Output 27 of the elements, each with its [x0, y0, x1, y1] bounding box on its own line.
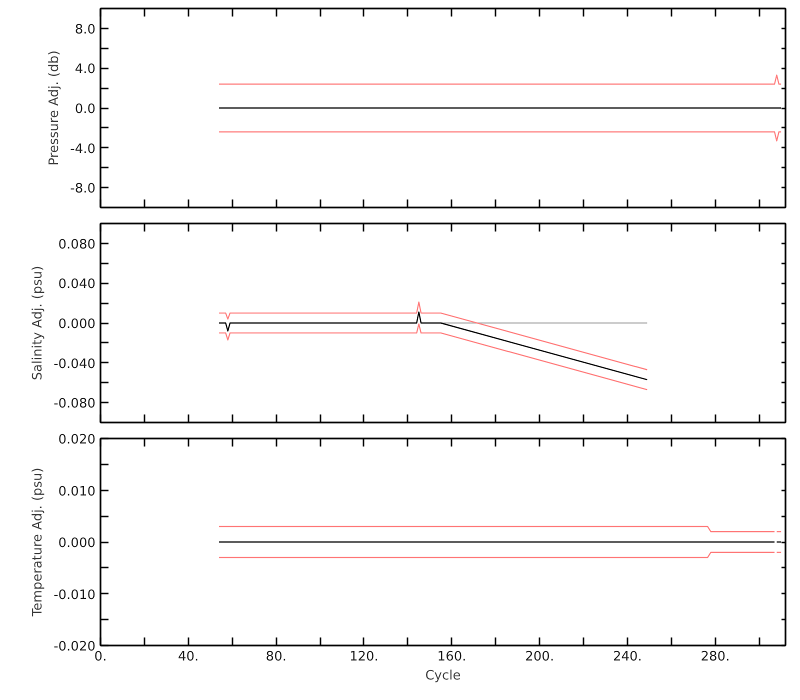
y-tick-label: -0.040 — [54, 356, 96, 372]
y-tick-label: -4.0 — [70, 142, 96, 157]
y-axis-title: Temperature Adj. (psu) — [30, 468, 46, 618]
y-tick-label: -0.020 — [54, 640, 96, 654]
x-tick-label: 200. — [525, 650, 554, 664]
x-tick-label: 0. — [94, 650, 107, 664]
y-tick-label: 0.010 — [58, 484, 96, 500]
y-tick-label: 0.080 — [58, 237, 96, 252]
y-axis-title: Salinity Adj. (psu) — [30, 266, 46, 380]
x-tick-label: 80. — [266, 650, 286, 664]
x-axis-title: Cycle — [425, 668, 461, 684]
x-tick-label: 160. — [437, 650, 466, 664]
x-tick-label: 280. — [700, 650, 730, 664]
y-tick-label: 8.0 — [74, 22, 96, 38]
x-tick-label: 40. — [178, 650, 199, 664]
y-tick-label: -0.080 — [54, 396, 96, 412]
y-tick-label: -8.0 — [70, 182, 96, 197]
x-tick-label: 240. — [612, 650, 642, 664]
y-tick-label: 0.000 — [58, 317, 96, 332]
x-tick-label: 120. — [349, 650, 378, 664]
y-tick-label: 0.020 — [58, 432, 96, 448]
y-tick-label: 0.0 — [74, 102, 96, 117]
y-tick-label: 4.0 — [74, 62, 96, 78]
y-tick-label: 0.040 — [58, 277, 96, 292]
y-tick-label: 0.000 — [58, 536, 96, 551]
y-tick-label: -0.010 — [54, 588, 96, 603]
y-axis-title: Pressure Adj. (db) — [47, 50, 62, 166]
